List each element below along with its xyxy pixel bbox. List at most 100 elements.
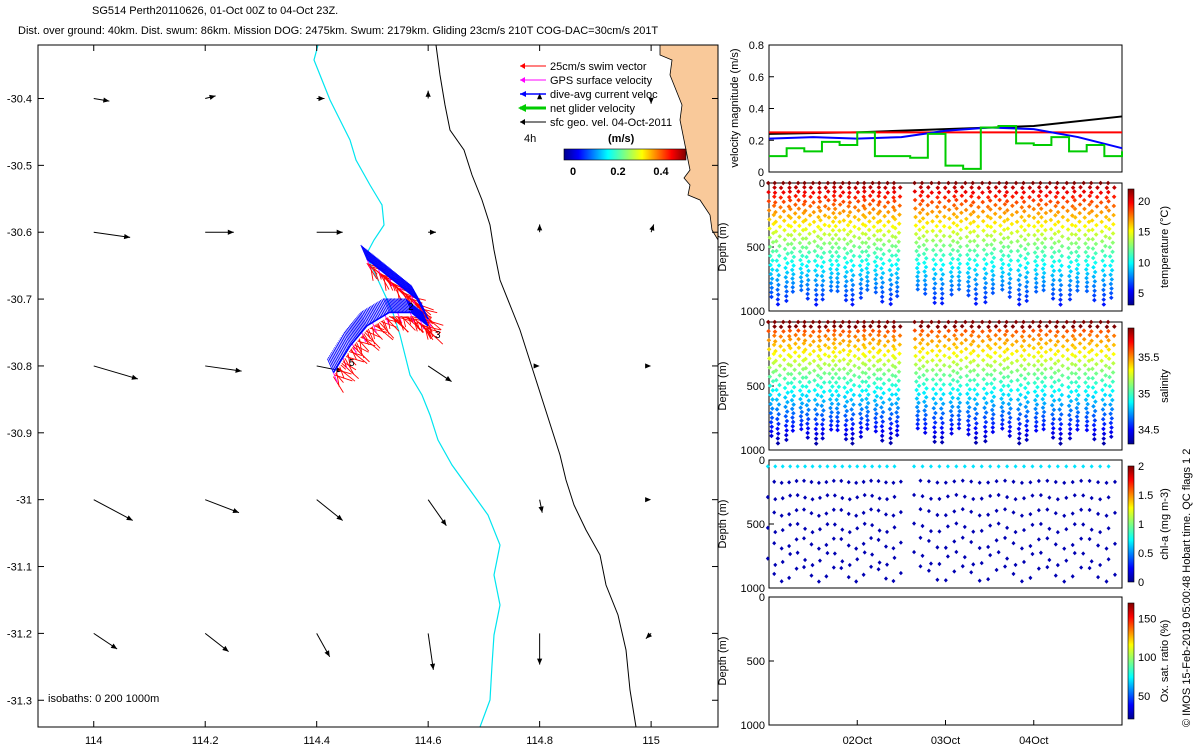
chl-point	[1081, 551, 1086, 556]
sal-point	[787, 328, 793, 333]
sal-point	[965, 409, 971, 415]
sal-point	[1067, 431, 1073, 437]
chl-point	[787, 511, 792, 517]
temp-point	[799, 270, 805, 276]
sal-point	[834, 397, 839, 403]
sal-point	[1110, 397, 1115, 403]
sal-point	[1023, 413, 1029, 419]
dive-avg-current-vector	[408, 300, 415, 316]
sal-point	[938, 377, 943, 383]
sal-point	[1009, 360, 1015, 366]
sal-point	[826, 336, 831, 342]
sal-point	[879, 438, 885, 443]
sal-point	[984, 391, 989, 396]
sal-point	[835, 410, 841, 416]
temp-point	[1055, 200, 1061, 205]
velocity-ytick-label: 0.4	[749, 104, 764, 116]
sal-point	[1111, 351, 1116, 357]
sal-point	[998, 370, 1003, 376]
sal-point	[1001, 383, 1006, 389]
temp-point	[871, 224, 877, 230]
chl-point	[846, 511, 851, 517]
sal-point	[766, 337, 772, 343]
temp-point	[837, 202, 843, 207]
temp-point	[829, 253, 835, 259]
sal-point	[888, 435, 893, 441]
chl-point	[954, 492, 959, 498]
temp-point	[1090, 227, 1095, 233]
sal-point	[987, 319, 992, 325]
chl-point	[918, 535, 923, 540]
chl-point	[788, 464, 793, 469]
dive-avg-current-vector	[382, 298, 390, 313]
temp-point	[1093, 232, 1099, 237]
chl-point	[898, 540, 903, 545]
sal-point	[1047, 328, 1053, 334]
sal-point	[1109, 425, 1114, 430]
temp-point	[797, 223, 802, 229]
temp-point	[1065, 227, 1071, 232]
sal-point	[829, 410, 834, 415]
temp-point	[963, 207, 969, 213]
temp-point	[830, 219, 836, 225]
sal-point	[805, 435, 811, 440]
sal-point	[1007, 424, 1013, 430]
temp-point	[1040, 274, 1046, 280]
temp-point	[1034, 271, 1039, 277]
sal-point	[947, 355, 952, 360]
temp-point	[874, 272, 879, 278]
sal-point	[1057, 416, 1063, 422]
sal-point	[873, 428, 879, 434]
dive-avg-current-vector	[330, 353, 337, 368]
chl-point	[977, 578, 982, 583]
chl-point	[824, 511, 829, 516]
chl-point	[861, 510, 866, 516]
temp-point	[783, 293, 789, 299]
chl-point	[892, 494, 897, 500]
temp-point	[1072, 189, 1077, 194]
sal-point	[856, 365, 862, 371]
temp-point	[967, 230, 973, 235]
chl-point	[952, 479, 957, 484]
dive-avg-current-vector	[419, 309, 427, 325]
colorbar-label: chl-a (mg m-3)	[1159, 488, 1171, 560]
temp-point	[951, 211, 957, 217]
temp-point	[1094, 222, 1099, 228]
temp-point	[829, 262, 835, 268]
sal-point	[1074, 397, 1079, 402]
sal-point	[980, 329, 985, 334]
temp-point	[819, 273, 825, 279]
sal-point	[843, 427, 849, 433]
temp-point	[865, 287, 870, 293]
sal-point	[1076, 392, 1081, 398]
temp-point	[1035, 237, 1040, 242]
sal-point	[1072, 328, 1077, 333]
temp-point	[810, 180, 816, 186]
temp-point	[972, 248, 977, 253]
temp-point	[768, 280, 774, 286]
chl-point	[1062, 579, 1067, 584]
temp-point	[950, 256, 955, 262]
chl-point	[787, 543, 792, 549]
svg-text:GPS surface velocity: GPS surface velocity	[550, 75, 653, 87]
sal-point	[1089, 357, 1095, 362]
temp-point	[814, 263, 820, 268]
temp-point	[1024, 284, 1029, 290]
sal-point	[766, 328, 771, 334]
temp-point	[938, 248, 944, 253]
sal-point	[806, 389, 812, 394]
sal-point	[781, 347, 787, 353]
temp-point	[1022, 246, 1028, 252]
sal-point	[772, 333, 777, 338]
sal-point	[1107, 383, 1113, 389]
temp-point	[777, 234, 783, 239]
map-legend: 25cm/s swim vector GPS surface velocity …	[518, 61, 687, 178]
sal-point	[1088, 319, 1094, 325]
sal-point	[990, 420, 996, 426]
dive-avg-current-vector	[379, 299, 387, 315]
temp-point	[882, 194, 888, 200]
temp-point	[772, 185, 777, 190]
temp-point	[1001, 244, 1006, 250]
chl-point	[971, 464, 976, 469]
